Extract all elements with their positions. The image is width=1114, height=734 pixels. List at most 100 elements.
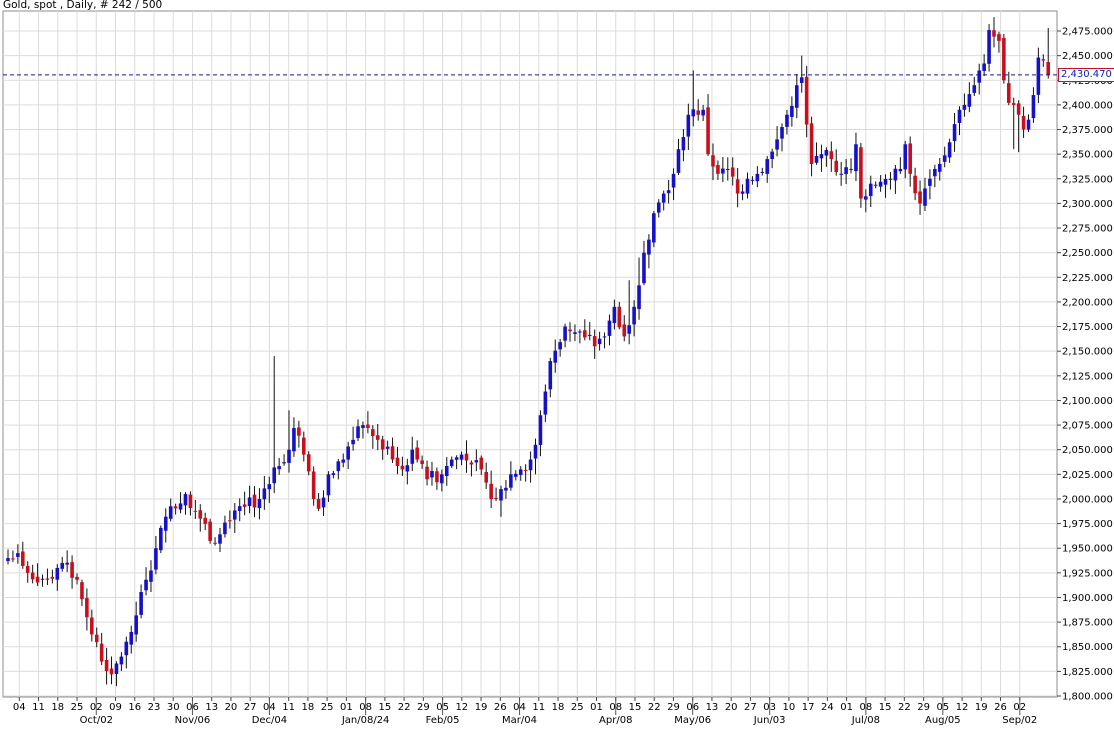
candle-up bbox=[262, 488, 267, 500]
candle-up bbox=[686, 114, 691, 137]
candle-up bbox=[410, 449, 415, 464]
candle-up bbox=[642, 252, 646, 284]
candle-up bbox=[775, 139, 779, 150]
candle-up bbox=[538, 415, 543, 445]
month-label: Jul/08 bbox=[851, 715, 880, 726]
x-tick-label: 29 bbox=[417, 702, 430, 713]
candle-up bbox=[785, 114, 789, 127]
candle-up bbox=[257, 498, 262, 509]
x-tick-label: 18 bbox=[51, 702, 64, 713]
candle-up bbox=[864, 196, 868, 200]
candle-down bbox=[400, 465, 405, 470]
y-tick-label: 1,900.000 bbox=[1062, 593, 1113, 604]
candle-up bbox=[578, 331, 582, 333]
x-tick-label: 10 bbox=[783, 702, 796, 713]
candle-up bbox=[868, 183, 873, 197]
candle-up bbox=[1036, 57, 1041, 95]
candle-up bbox=[849, 168, 853, 170]
candle-up bbox=[178, 503, 183, 510]
x-tick-label: 22 bbox=[398, 702, 411, 713]
candle-up bbox=[790, 105, 794, 117]
candle-up bbox=[844, 167, 848, 175]
candle-up bbox=[114, 663, 119, 675]
candle-down bbox=[622, 324, 627, 337]
candle-up bbox=[721, 168, 725, 174]
candle-up bbox=[287, 449, 291, 463]
candle-up bbox=[124, 641, 129, 656]
candle-down bbox=[706, 107, 710, 155]
month-label: Mar/04 bbox=[502, 715, 537, 726]
candle-up bbox=[893, 168, 898, 181]
x-tick-label: 17 bbox=[802, 702, 815, 713]
candle-up bbox=[267, 484, 272, 490]
month-label: Dec/04 bbox=[252, 715, 287, 726]
candle-up bbox=[326, 474, 331, 496]
x-tick-label: 18 bbox=[302, 702, 315, 713]
candle-down bbox=[484, 471, 489, 483]
candle-up bbox=[346, 446, 350, 460]
x-tick-label: 11 bbox=[282, 702, 295, 713]
candle-up bbox=[454, 457, 459, 460]
candle-up bbox=[504, 487, 508, 491]
candle-down bbox=[730, 167, 735, 177]
candle-down bbox=[918, 191, 922, 204]
x-tick-label: 18 bbox=[552, 702, 565, 713]
candle-up bbox=[725, 168, 730, 170]
candle-down bbox=[85, 598, 89, 618]
x-tick-label: 27 bbox=[744, 702, 757, 713]
candle-up bbox=[223, 522, 227, 535]
candle-up bbox=[740, 191, 745, 194]
candle-up bbox=[873, 184, 878, 186]
candle-down bbox=[306, 454, 311, 472]
candle-up bbox=[361, 425, 365, 429]
x-tick-label: 11 bbox=[32, 702, 45, 713]
month-label: May/06 bbox=[674, 715, 711, 726]
candle-up bbox=[647, 239, 651, 255]
candle-up bbox=[247, 497, 252, 507]
y-tick-label: 2,450.000 bbox=[1062, 51, 1113, 62]
candle-up bbox=[760, 171, 765, 173]
candle-up bbox=[444, 465, 449, 477]
candle-down bbox=[371, 429, 375, 436]
x-tick-label: 19 bbox=[975, 702, 988, 713]
candle-down bbox=[208, 521, 212, 541]
candle-down bbox=[913, 175, 917, 194]
candle-down bbox=[242, 504, 247, 507]
candle-up bbox=[681, 137, 686, 151]
candle-up bbox=[553, 350, 558, 363]
month-label: Apr/08 bbox=[599, 715, 632, 726]
x-tick-label: 15 bbox=[629, 702, 642, 713]
x-tick-label: 30 bbox=[167, 702, 180, 713]
candle-up bbox=[819, 154, 824, 159]
candle-down bbox=[297, 427, 301, 436]
candle-up bbox=[430, 471, 434, 478]
candle-down bbox=[45, 578, 50, 580]
x-tick-label: 01 bbox=[340, 702, 353, 713]
candle-up bbox=[612, 306, 617, 324]
x-tick-label: 26 bbox=[494, 702, 507, 713]
candle-up bbox=[336, 461, 341, 472]
candle-down bbox=[90, 617, 94, 635]
candle-down bbox=[568, 329, 572, 332]
y-tick-label: 2,350.000 bbox=[1062, 150, 1113, 161]
candle-up bbox=[292, 428, 296, 452]
y-tick-label: 2,475.000 bbox=[1062, 27, 1113, 38]
candle-down bbox=[173, 506, 178, 509]
candle-up bbox=[573, 332, 577, 334]
candle-up bbox=[119, 656, 124, 665]
candle-up bbox=[134, 615, 138, 635]
candle-down bbox=[997, 34, 1001, 41]
candle-up bbox=[272, 467, 277, 484]
y-tick-label: 2,225.000 bbox=[1062, 273, 1113, 284]
candle-up bbox=[977, 70, 982, 83]
candle-up bbox=[942, 155, 947, 162]
y-tick-label: 2,200.000 bbox=[1062, 297, 1113, 308]
candle-up bbox=[755, 173, 760, 182]
month-label: Jan/08/24 bbox=[341, 715, 390, 726]
candle-down bbox=[25, 565, 30, 573]
y-tick-label: 2,400.000 bbox=[1062, 100, 1113, 111]
candle-down bbox=[395, 457, 400, 466]
candle-up bbox=[967, 94, 972, 107]
candle-down bbox=[415, 447, 419, 460]
